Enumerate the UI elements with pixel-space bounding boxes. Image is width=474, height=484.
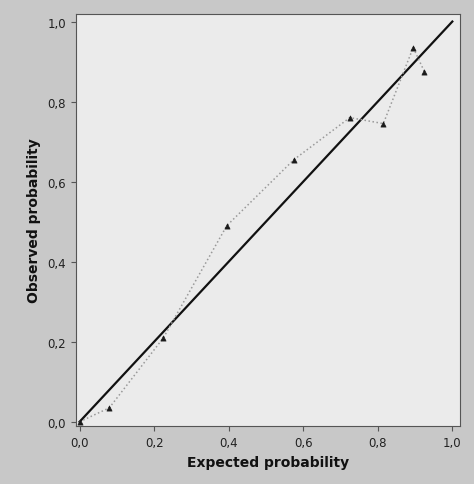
Point [160,334,167,342]
Point [346,115,354,122]
Point [76,418,83,426]
Point [420,69,428,76]
Y-axis label: Observed probability: Observed probability [27,138,41,302]
Point [380,121,387,128]
Point [290,156,298,164]
X-axis label: Expected probability: Expected probability [187,455,349,469]
Point [106,404,113,412]
Point [410,45,417,52]
Point [223,222,230,230]
